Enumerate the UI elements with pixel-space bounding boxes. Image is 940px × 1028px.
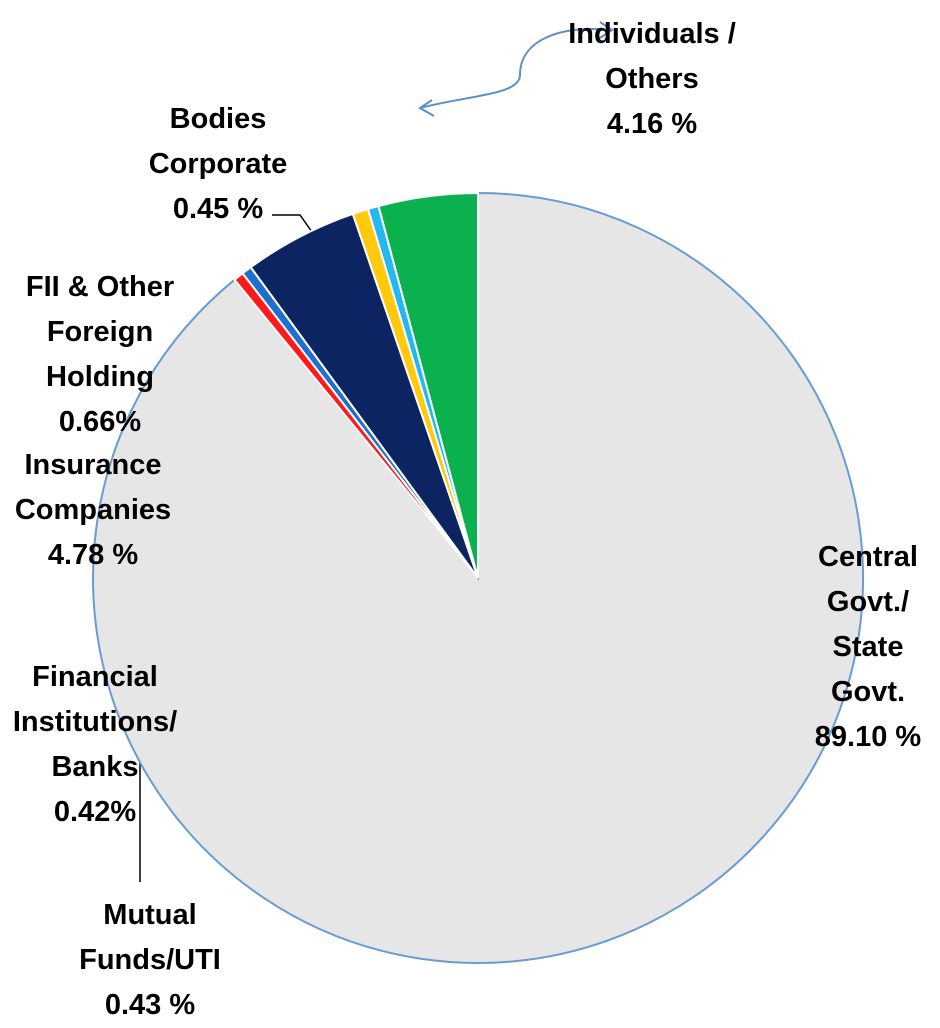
value-label: 4.78 % [47, 539, 139, 571]
category-label: Central Govt./ State Govt. [818, 541, 918, 708]
slice-label: Financial Institutions/ Banks 0.42% [10, 655, 180, 835]
category-label: Financial Institutions/ Banks [12, 661, 178, 783]
slice-label: Central Govt./ State Govt. 89.10 % [798, 535, 938, 760]
slice-label: Mutual Funds/UTI 0.43 % [50, 893, 250, 1028]
value-label: 0.43 % [104, 989, 196, 1021]
slice-label: Insurance Companies 4.78 % [13, 443, 173, 578]
category-label: Mutual Funds/UTI [79, 899, 221, 976]
category-label: Individuals / Others [568, 18, 736, 95]
pie [92, 191, 864, 964]
value-label: 0.42% [53, 796, 137, 828]
category-label: Bodies Corporate [148, 103, 288, 180]
value-label: 4.16 % [606, 108, 698, 140]
value-label: 0.45 % [172, 193, 264, 225]
category-label: Insurance Companies [14, 449, 172, 526]
decor-arrow-heads [418, 21, 614, 117]
slice-label: FII & Other Foreign Holding 0.66% [10, 265, 190, 445]
slice-label: Bodies Corporate 0.45 % [133, 97, 303, 232]
value-label: 0.66% [58, 406, 142, 438]
decor-arrow [419, 28, 611, 109]
value-label: 89.10 % [814, 721, 922, 753]
category-label: FII & Other Foreign Holding [25, 271, 175, 393]
slice-label: Individuals / Others 4.16 % [560, 12, 745, 147]
leader-line [272, 214, 313, 233]
pie-slice [377, 191, 479, 579]
